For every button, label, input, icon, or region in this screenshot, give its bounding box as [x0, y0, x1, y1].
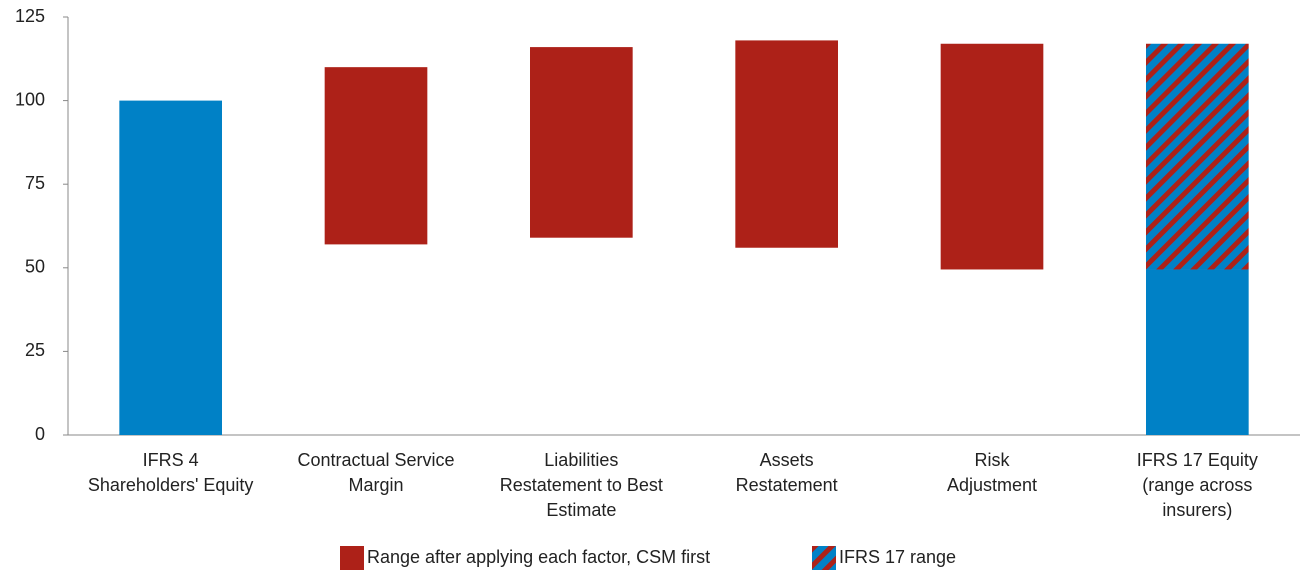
y-tick-label: 75	[25, 173, 45, 193]
x-tick-label: Assets	[760, 450, 814, 470]
y-tick-label: 100	[15, 89, 45, 109]
x-tick-label: (range across	[1142, 475, 1252, 495]
x-tick-label: Liabilities	[544, 450, 618, 470]
x-tick-label: IFRS 17 Equity	[1137, 450, 1258, 470]
range-bar	[735, 40, 838, 248]
x-tick-label: Contractual Service	[297, 450, 454, 470]
x-tick-label: Estimate	[546, 500, 616, 520]
base-bar	[119, 100, 222, 435]
range-bar	[1146, 43, 1249, 270]
y-tick-label: 50	[25, 257, 45, 277]
legend-label: IFRS 17 range	[839, 547, 956, 567]
x-tick-label: Restatement	[736, 475, 838, 495]
x-tick-label: Restatement to Best	[500, 475, 663, 495]
y-tick-label: 125	[15, 6, 45, 26]
y-tick-label: 25	[25, 340, 45, 360]
x-tick-label: Risk	[975, 450, 1011, 470]
x-tick-label: Margin	[348, 475, 403, 495]
base-bar	[1146, 269, 1249, 435]
range-bar	[530, 47, 633, 238]
range-bar	[324, 67, 428, 245]
x-tick-label: Adjustment	[947, 475, 1037, 495]
y-tick-label: 0	[35, 424, 45, 444]
range-bar	[940, 43, 1044, 270]
x-tick-label: IFRS 4	[143, 450, 199, 470]
legend-swatch	[812, 546, 836, 570]
x-tick-label: Shareholders' Equity	[88, 475, 254, 495]
x-tick-label: insurers)	[1162, 500, 1232, 520]
legend-swatch	[340, 546, 364, 570]
legend-label: Range after applying each factor, CSM fi…	[367, 547, 710, 567]
